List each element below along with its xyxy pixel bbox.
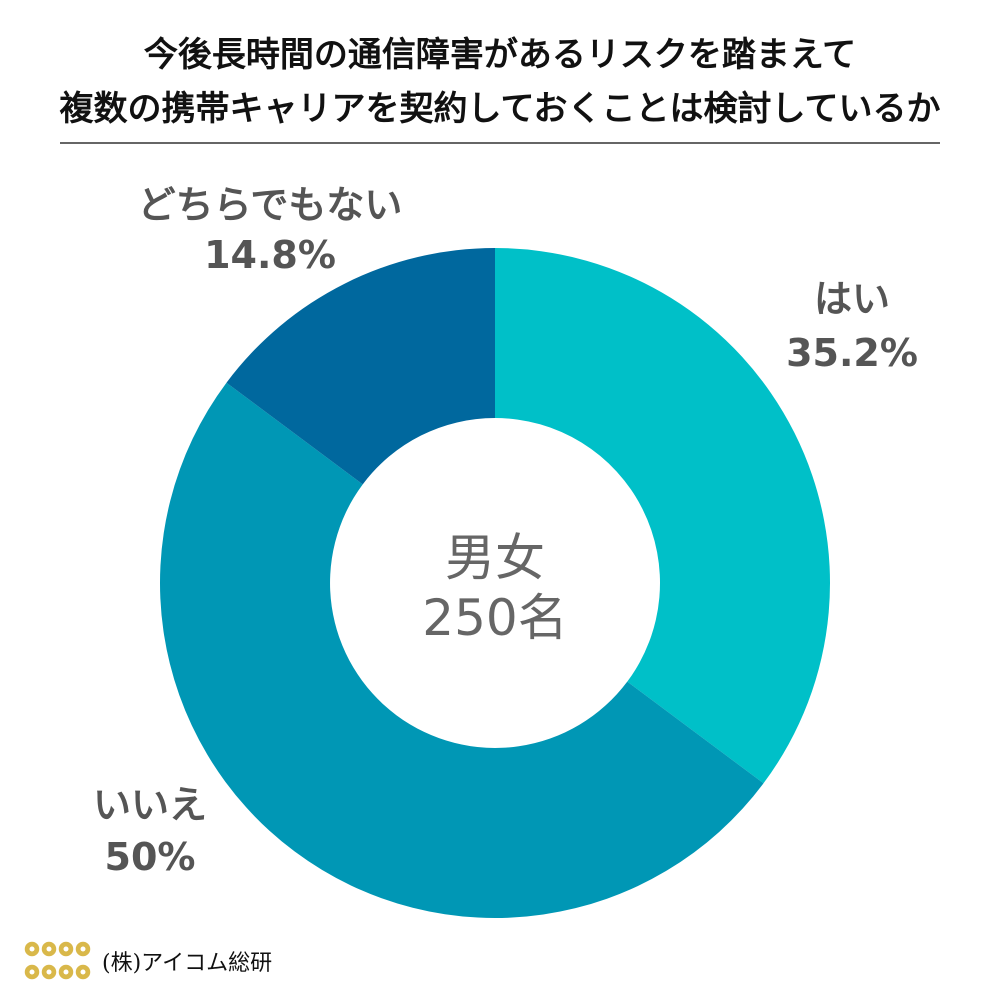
brand-name: (株)アイコム総研 bbox=[102, 951, 273, 976]
slice-label-3: どちらでもない bbox=[138, 183, 403, 227]
slice-label-2: いいえ bbox=[93, 783, 207, 827]
slice-value-1: 35.2% bbox=[786, 331, 918, 375]
slice-value-3: 14.8% bbox=[204, 233, 336, 277]
slice-3 bbox=[226, 248, 495, 485]
slice-label-1: はい bbox=[814, 277, 890, 321]
chart-title-line-2: 複数の携帯キャリアを契約しておくことは検討しているか bbox=[59, 89, 941, 129]
slice-2 bbox=[160, 382, 764, 918]
chart-title: 今後長時間の通信障害があるリスクを踏まえて 複数の携帯キャリアを契約しておくこと… bbox=[40, 28, 960, 136]
footer: (株)アイコム総研 bbox=[22, 936, 272, 986]
title-divider bbox=[60, 142, 940, 144]
slice-value-2: 50% bbox=[105, 835, 196, 879]
slice-1 bbox=[495, 248, 830, 784]
center-label-line-1: 男女 bbox=[445, 529, 545, 587]
center-label-line-2: 250名 bbox=[422, 589, 567, 647]
coin-grid-icon bbox=[23, 940, 92, 981]
chart-title-line-1: 今後長時間の通信障害があるリスクを踏まえて bbox=[143, 35, 857, 75]
